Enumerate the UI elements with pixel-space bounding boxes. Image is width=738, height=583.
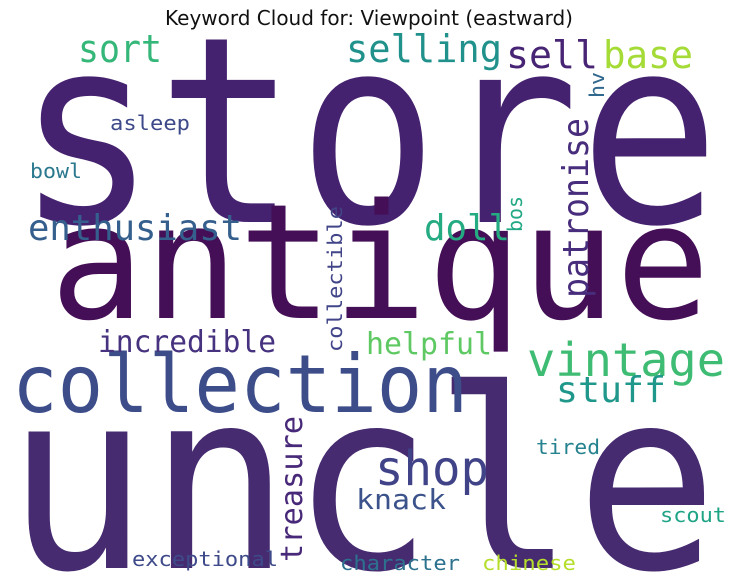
word-character: character — [340, 551, 460, 575]
word-selling: selling — [346, 27, 502, 71]
word-collectible: collectible — [323, 206, 347, 352]
word-helpful: helpful — [366, 327, 492, 362]
word-antique: antique — [50, 169, 710, 356]
word-doll: doll — [424, 208, 510, 249]
word-tired: tired — [536, 435, 600, 459]
page-title: Keyword Cloud for: Viewpoint (eastward) — [165, 6, 573, 30]
word-bowl: bowl — [30, 159, 82, 183]
word-bos: bos — [503, 196, 527, 232]
word-sell: sell — [506, 33, 598, 77]
word-asleep: asleep — [110, 111, 190, 135]
word-patronise: patronise — [556, 118, 597, 298]
word-treasure: treasure — [275, 416, 310, 562]
word-incredible: incredible — [98, 325, 276, 360]
word-enthusiast: enthusiast — [28, 208, 242, 249]
word-vintage: vintage — [527, 333, 725, 387]
word-hv: hv — [585, 72, 609, 98]
word-scout: scout — [660, 503, 726, 527]
word-stuff: stuff — [556, 370, 666, 411]
word-uncle: uncle — [6, 336, 718, 583]
word-exceptional: exceptional — [132, 547, 278, 571]
word-chinese: chinese — [482, 551, 576, 575]
word-knack: knack — [356, 483, 446, 516]
word-collection: collection — [12, 338, 468, 431]
word-base: base — [603, 33, 693, 77]
word-sort: sort — [78, 27, 162, 71]
word-store: store — [16, 0, 720, 284]
word-shop: shop — [375, 441, 489, 497]
